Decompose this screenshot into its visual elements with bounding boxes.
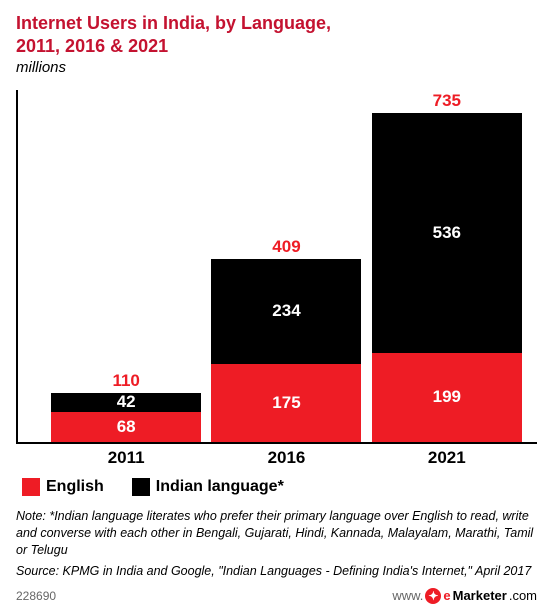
ref-id: 228690 <box>16 589 56 603</box>
chart-subtitle: millions <box>16 59 537 76</box>
bar-column: 735199536 <box>372 91 522 442</box>
footer: 228690 www.✦eMarketer.com <box>16 588 537 604</box>
bar-group: 1106842409175234735199536 <box>46 84 527 442</box>
brand-www: www. <box>392 588 423 603</box>
x-label: 2011 <box>51 448 201 468</box>
bar-segment: 536 <box>372 113 522 353</box>
chart-title: Internet Users in India, by Language, 20… <box>16 12 537 57</box>
bar-segment: 199 <box>372 353 522 442</box>
brand-dot-icon: ✦ <box>425 588 441 604</box>
bar-total-label: 735 <box>433 91 461 111</box>
bar-segment: 42 <box>51 393 201 412</box>
bar-stack: 175234 <box>211 259 361 442</box>
legend-item: English <box>22 478 104 496</box>
footnote: Note: *Indian language literates who pre… <box>16 508 537 559</box>
brand-suffix: .com <box>509 588 537 603</box>
bar-segment: 234 <box>211 259 361 364</box>
legend-swatch <box>22 478 40 496</box>
bar-segment: 68 <box>51 412 201 442</box>
brand-logo: www.✦eMarketer.com <box>392 588 537 604</box>
x-label: 2021 <box>372 448 522 468</box>
title-line-2: 2011, 2016 & 2021 <box>16 36 168 56</box>
legend: English Indian language* <box>22 478 537 496</box>
chart-container: Internet Users in India, by Language, 20… <box>0 0 553 612</box>
legend-label: English <box>46 478 104 496</box>
y-axis-line <box>16 90 18 442</box>
legend-item: Indian language* <box>132 478 284 496</box>
chart-area: 1106842409175234735199536 <box>16 84 537 444</box>
brand-e: e <box>443 588 450 603</box>
bar-segment: 175 <box>211 364 361 442</box>
bar-column: 409175234 <box>211 237 361 442</box>
bar-stack: 199536 <box>372 113 522 442</box>
brand-name: Marketer <box>453 588 507 603</box>
x-label: 2016 <box>211 448 361 468</box>
title-line-1: Internet Users in India, by Language, <box>16 13 331 33</box>
source-text: Source: KPMG in India and Google, "India… <box>16 563 537 580</box>
x-axis-labels: 2011 2016 2021 <box>46 448 527 468</box>
legend-swatch <box>132 478 150 496</box>
bar-total-label: 110 <box>112 371 139 391</box>
legend-label: Indian language* <box>156 478 284 496</box>
bar-stack: 6842 <box>51 393 201 442</box>
bar-total-label: 409 <box>272 237 300 257</box>
bar-column: 1106842 <box>51 371 201 442</box>
